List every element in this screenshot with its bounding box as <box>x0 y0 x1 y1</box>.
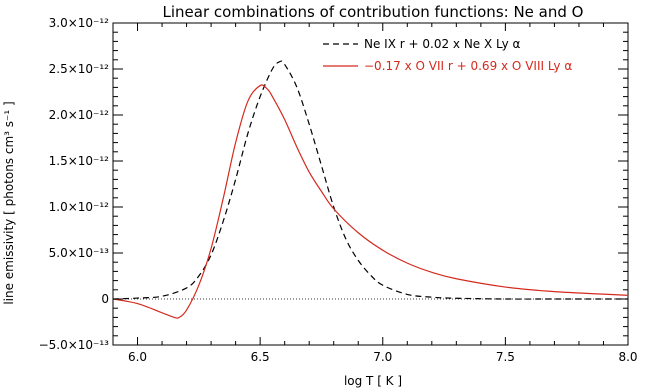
y-tick-label: 1.5×10⁻¹² <box>49 154 110 168</box>
legend: Ne IX r + 0.02 x Ne X Ly α −0.17 x O VII … <box>323 37 572 73</box>
y-axis: −5.0×10⁻¹³ 0 5.0×10⁻¹³ 1.0×10⁻¹² 1.5×10⁻¹² 2.… <box>39 16 628 352</box>
series-line-0 <box>113 60 628 300</box>
x-tick-label: 6.5 <box>251 350 270 364</box>
y-tick-label: 5.0×10⁻¹³ <box>49 246 110 260</box>
y-tick-label: 1.0×10⁻¹² <box>49 200 110 214</box>
y-tick-label: −5.0×10⁻¹³ <box>39 338 110 352</box>
x-tick-label: 6.0 <box>128 350 147 364</box>
plot-frame <box>112 22 629 346</box>
x-tick-label: 7.0 <box>373 350 392 364</box>
y-tick-label: 3.0×10⁻¹² <box>49 16 110 30</box>
y-tick-label: 2.0×10⁻¹² <box>49 108 110 122</box>
y-axis-label: line emissivity [ photons cm³ s⁻¹ ] <box>2 101 16 304</box>
x-tick-label: 7.5 <box>496 350 515 364</box>
series-layer <box>113 60 628 319</box>
plot-border <box>112 22 629 346</box>
x-axis: 6.0 6.5 7.0 7.5 8.0 <box>112 23 638 364</box>
x-tick-label: 8.0 <box>618 350 637 364</box>
legend-label-0: Ne IX r + 0.02 x Ne X Ly α <box>364 37 521 51</box>
legend-label-1: −0.17 x O VII r + 0.69 x O VIII Ly α <box>364 59 572 73</box>
x-axis-label: log T [ K ] <box>344 374 402 388</box>
series-line-1 <box>113 84 628 319</box>
chart-title: Linear combinations of contribution func… <box>163 3 584 21</box>
y-tick-label: 0 <box>101 292 109 306</box>
y-tick-label: 2.5×10⁻¹² <box>49 62 110 76</box>
